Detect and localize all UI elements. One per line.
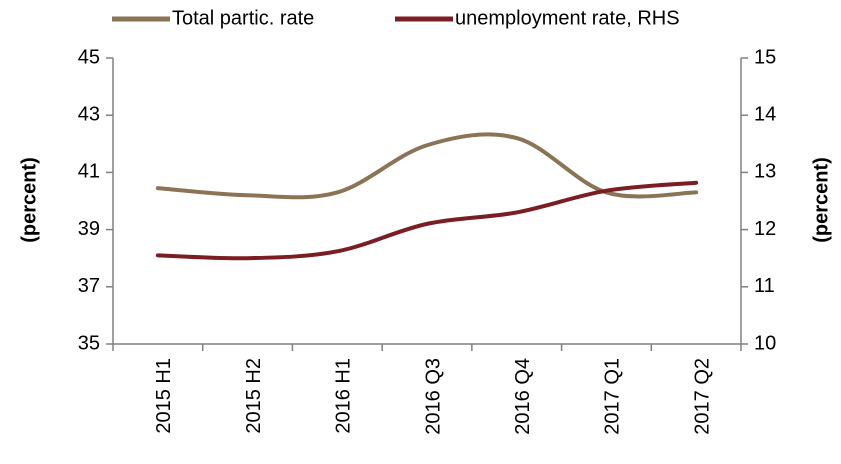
y-right-tick-label: 15	[754, 46, 776, 68]
y-left-tick-label: 39	[78, 218, 100, 240]
y-axis-left-title: (percent)	[18, 157, 40, 243]
x-tick-label: 2017 Q2	[691, 358, 713, 435]
x-tick-label: 2017 Q1	[602, 358, 624, 435]
y-left-tick-label: 41	[78, 161, 100, 183]
series-lines	[155, 132, 699, 261]
y-right-tick-label: 12	[754, 218, 776, 240]
y-right-tick-label: 10	[754, 332, 776, 354]
legend-label-1: Total partic. rate	[172, 7, 314, 29]
x-tick-label: 2015 H1	[153, 358, 175, 434]
series-line-2	[155, 180, 699, 261]
x-tick-label: 2016 Q3	[422, 358, 444, 435]
x-tick-label: 2016 Q4	[512, 358, 534, 435]
y-axis-right-title: (percent)	[810, 157, 832, 243]
y-right-tick-label: 11	[754, 275, 775, 297]
y-left-tick-label: 43	[78, 103, 100, 125]
x-tick-label: 2016 H1	[333, 358, 355, 434]
y-left-tick-label: 37	[78, 275, 100, 297]
x-tick-label: 2015 H2	[243, 358, 265, 434]
y-right-tick-label: 13	[754, 161, 776, 183]
chart-axes: 35 37 39 41 43 45 10 11 12 13 14 15 2015 H1 2015 H2 20…	[78, 46, 777, 434]
y-left-tick-label: 35	[78, 332, 100, 354]
legend: Total partic. rate unemployment rate, RHS	[112, 7, 680, 29]
y-left-tick-label: 45	[78, 46, 100, 68]
legend-label-2: unemployment rate, RHS	[455, 7, 680, 29]
y-right-tick-label: 14	[754, 103, 776, 125]
